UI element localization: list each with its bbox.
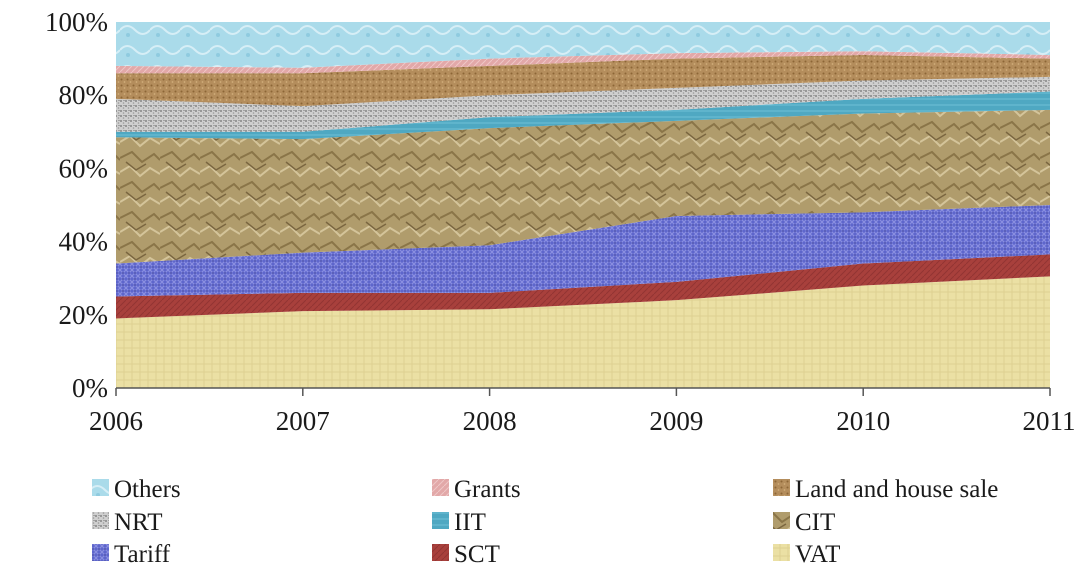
y-tick-label: 60% [59, 153, 109, 183]
legend-label: Land and house sale [795, 476, 998, 503]
legend-item-cit: CIT [773, 509, 835, 536]
area-sct [116, 254, 1050, 319]
legend-swatch [773, 479, 790, 496]
legend-swatch [432, 544, 449, 561]
legend-swatch [92, 512, 109, 529]
legend-swatch [432, 512, 449, 529]
area-tariff [116, 205, 1050, 297]
legend: Others Grants Land and house sale NRT IIT CIT… [92, 476, 998, 567]
x-tick-label: 2006 [89, 406, 143, 436]
y-tick-label: 80% [59, 80, 109, 110]
area-cit [116, 109, 1050, 264]
x-tick-label: 2011 [1023, 406, 1076, 436]
legend-item-vat: VAT [773, 541, 840, 567]
legend-swatch [92, 544, 109, 561]
x-tick-label: 2010 [836, 406, 890, 436]
legend-label: Tariff [114, 541, 171, 567]
x-tick-label: 2009 [649, 406, 703, 436]
y-tick-label: 40% [59, 227, 109, 257]
area-nrt [116, 76, 1050, 132]
area-grants [116, 51, 1050, 74]
legend-label: NRT [114, 509, 163, 536]
legend-item-others: Others [92, 476, 181, 503]
legend-label: Others [114, 476, 181, 503]
x-tick-label: 2008 [463, 406, 517, 436]
y-tick-label: 0% [72, 373, 108, 403]
legend-swatch [773, 512, 790, 529]
legend-swatch [432, 479, 449, 496]
y-tick-label: 20% [59, 300, 109, 330]
y-tick-label: 100% [45, 7, 108, 37]
legend-label: CIT [795, 509, 835, 536]
legend-label: IIT [454, 509, 486, 536]
area-iit [116, 91, 1050, 140]
area-land-and-house-sale [116, 54, 1050, 107]
x-tick-label: 2007 [276, 406, 330, 436]
legend-item-grants: Grants [432, 476, 521, 503]
legend-swatch [92, 479, 109, 496]
legend-item-tariff: Tariff [92, 541, 171, 567]
legend-label: VAT [795, 541, 840, 567]
legend-item-land-and-house-sale: Land and house sale [773, 476, 998, 503]
legend-label: Grants [454, 476, 521, 503]
y-axis-ticks: 0% 20% 40% 60% 80% 100% [45, 7, 108, 403]
area-layers [116, 22, 1050, 388]
legend-item-nrt: NRT [92, 509, 163, 536]
axes: 0%20%40%60%80%100% 2006 2007 2008 2009 2010 2… [45, 7, 1076, 436]
legend-swatch [773, 544, 790, 561]
legend-item-iit: IIT [432, 509, 486, 536]
area-others [116, 22, 1050, 68]
legend-item-sct: SCT [432, 541, 500, 567]
legend-label: SCT [454, 541, 500, 567]
area-vat [116, 276, 1050, 388]
x-axis-ticks: 2006 2007 2008 2009 2010 2011 [89, 388, 1076, 436]
